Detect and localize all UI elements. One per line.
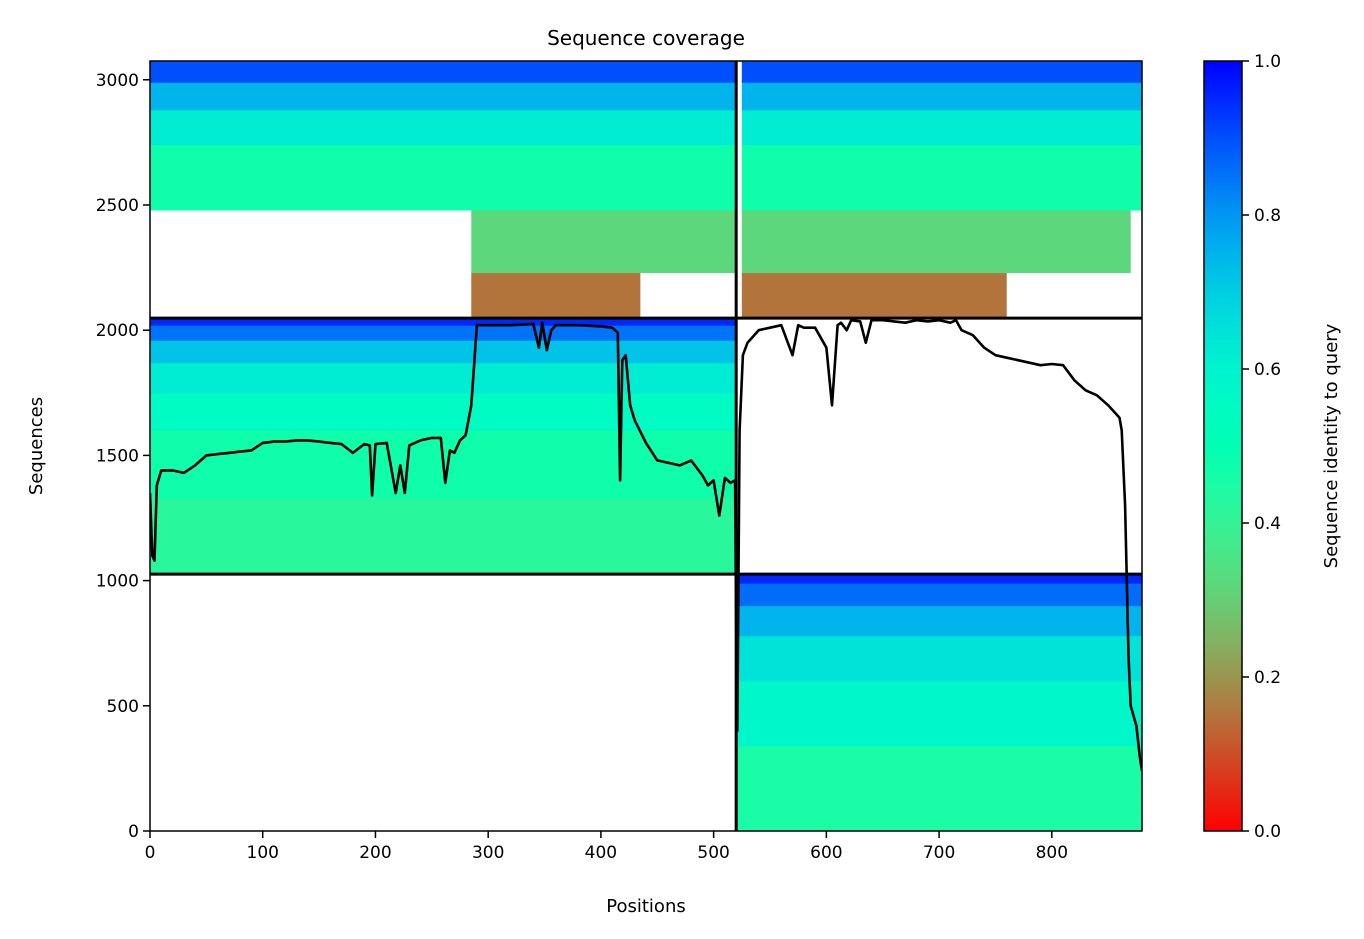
y-tick-label: 500	[107, 697, 139, 717]
colorbar-tick-label: 0.2	[1254, 668, 1281, 688]
identity-band	[150, 82, 737, 111]
identity-band	[736, 680, 1142, 747]
identity-band	[150, 109, 737, 146]
identity-band	[150, 362, 737, 394]
chain-1-msa	[150, 318, 737, 575]
identity-band	[150, 144, 737, 211]
identity-band	[150, 340, 737, 364]
x-tick-label: 800	[1036, 843, 1068, 863]
colorbar-tick-label: 0.0	[1254, 822, 1281, 842]
identity-band	[736, 605, 1142, 637]
x-tick-label: 400	[585, 843, 617, 863]
identity-band	[736, 745, 1142, 831]
identity-band	[150, 61, 737, 83]
identity-band	[736, 583, 1142, 607]
identity-band	[736, 635, 1142, 682]
identity-band	[741, 61, 1142, 83]
x-axis-label: Positions	[606, 896, 685, 917]
msa-blocks	[150, 61, 1142, 831]
colorbar: 0.0 0.2 0.4 0.6 0.8 1.0	[1203, 52, 1281, 842]
y-tick-label: 1000	[96, 572, 139, 592]
y-tick-label: 1500	[96, 446, 139, 466]
x-axis-ticks: 0 100 200 300 400 500 600 700 800	[145, 831, 1068, 863]
colorbar-tick-label: 0.4	[1254, 514, 1281, 534]
identity-band	[741, 109, 1142, 146]
plot-area	[150, 61, 1142, 831]
identity-band	[471, 272, 641, 319]
chain-2-msa	[736, 574, 1142, 831]
chart-title: Sequence coverage	[547, 26, 745, 50]
y-axis-ticks: 0 500 1000 1500 2000 2500 3000	[96, 71, 150, 842]
y-tick-label: 3000	[96, 71, 139, 91]
y-tick-label: 0	[128, 822, 139, 842]
identity-band	[741, 82, 1142, 111]
x-tick-label: 300	[472, 843, 504, 863]
identity-band	[741, 144, 1142, 211]
colorbar-tick-label: 0.8	[1254, 206, 1281, 226]
identity-band	[736, 574, 1142, 584]
y-axis-label: Sequences	[26, 397, 47, 495]
colorbar-tick-label: 0.6	[1254, 360, 1281, 380]
plot-frame	[149, 60, 1143, 832]
colorbar-label: Sequence identity to query	[1321, 323, 1342, 568]
identity-band	[150, 392, 737, 431]
paired-right	[741, 61, 1142, 319]
identity-band	[150, 325, 737, 341]
y-tick-label: 2500	[96, 196, 139, 216]
x-tick-label: 100	[247, 843, 279, 863]
colorbar-gradient	[1203, 60, 1243, 832]
y-tick-label: 2000	[96, 321, 139, 341]
colorbar-tick-label: 1.0	[1254, 52, 1281, 72]
identity-band	[150, 318, 737, 326]
paired-left	[150, 61, 737, 319]
x-tick-label: 700	[923, 843, 955, 863]
x-tick-label: 500	[697, 843, 729, 863]
identity-band	[741, 272, 1007, 319]
identity-band	[471, 209, 737, 274]
coverage-line	[150, 318, 1142, 772]
identity-band	[150, 497, 737, 575]
x-tick-label: 0	[145, 843, 156, 863]
x-tick-label: 600	[810, 843, 842, 863]
x-tick-label: 200	[359, 843, 391, 863]
identity-band	[741, 209, 1131, 274]
